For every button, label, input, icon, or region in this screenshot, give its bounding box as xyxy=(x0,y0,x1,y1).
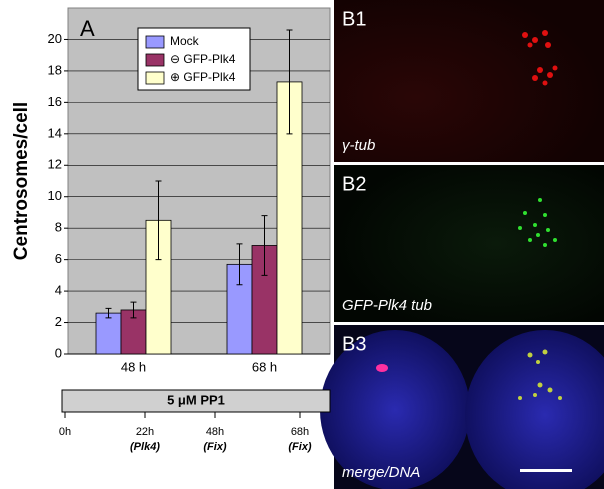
timeline-bar xyxy=(61,389,331,413)
error-bar xyxy=(130,301,137,319)
panel-b2 xyxy=(334,165,604,322)
timeline-time: 22h xyxy=(136,426,154,438)
timeline-note: (Plk4) xyxy=(130,441,160,453)
error-bar xyxy=(105,307,112,319)
legend-swatch xyxy=(145,53,165,67)
panel-label: B3 xyxy=(342,333,366,355)
legend-label: Mock xyxy=(170,34,200,48)
y-tick-label: 12 xyxy=(48,157,62,172)
error-bar xyxy=(261,215,268,276)
y-tick-label: 2 xyxy=(55,314,62,329)
panel-caption: GFP-Plk4 tub xyxy=(342,297,432,314)
legend-label: ⊖ GFP-Plk4 xyxy=(170,52,236,66)
legend-swatch xyxy=(145,71,165,85)
y-tick-label: 10 xyxy=(48,188,62,203)
panel-caption: merge/DNA xyxy=(342,464,420,481)
merge-dots xyxy=(518,349,562,400)
bar xyxy=(95,312,122,355)
y-tick-label: 8 xyxy=(55,220,62,235)
y-tick-label: 4 xyxy=(55,283,62,298)
legend-entries: Mock ⊖ GFP-Plk4 ⊕ GFP-Plk4 xyxy=(145,34,236,85)
y-tick-label: 16 xyxy=(48,94,62,109)
green-dots xyxy=(518,198,557,247)
y-tick-label: 18 xyxy=(48,62,62,77)
legend-label: ⊕ GFP-Plk4 xyxy=(170,70,236,84)
spot xyxy=(376,364,388,372)
y-tick-label: 6 xyxy=(55,251,62,266)
bars: 48 h 68 h xyxy=(95,29,303,374)
error-bar xyxy=(155,180,162,261)
panel-label: B1 xyxy=(342,8,366,30)
timeline-time: 48h xyxy=(206,426,224,438)
timeline-time: 0h xyxy=(59,426,71,438)
x-tick-label: 48 h xyxy=(121,359,146,374)
legend-swatch xyxy=(145,35,165,49)
timeline-note: (Fix) xyxy=(203,441,227,453)
y-axis-label: Centrosomes/cell xyxy=(11,102,32,260)
timeline-ticks: 0h 22h (Plk4) 48h (Fix) 68h (Fix) xyxy=(59,412,312,453)
error-bar xyxy=(286,29,293,135)
red-dots xyxy=(522,30,558,86)
y-tick-label: 14 xyxy=(48,125,62,140)
error-bar xyxy=(236,243,243,286)
y-tick-label: 0 xyxy=(55,345,62,360)
timeline-note: (Fix) xyxy=(288,441,312,453)
panel-label: A xyxy=(80,16,95,41)
y-tick-label: 20 xyxy=(48,31,62,46)
x-tick-label: 68 h xyxy=(252,359,277,374)
scale-bar xyxy=(520,469,572,472)
panel-b1 xyxy=(334,0,604,162)
panel-labels: B1 γ-tub B2 GFP-Plk4 tub B3 merge/DNA xyxy=(342,8,432,481)
panel-caption: γ-tub xyxy=(342,137,375,154)
timeline-label: 5 μM PP1 xyxy=(167,392,225,407)
panel-label: B2 xyxy=(342,173,366,195)
nucleus xyxy=(465,330,604,489)
nucleus xyxy=(320,330,470,489)
timeline-time: 68h xyxy=(291,426,309,438)
